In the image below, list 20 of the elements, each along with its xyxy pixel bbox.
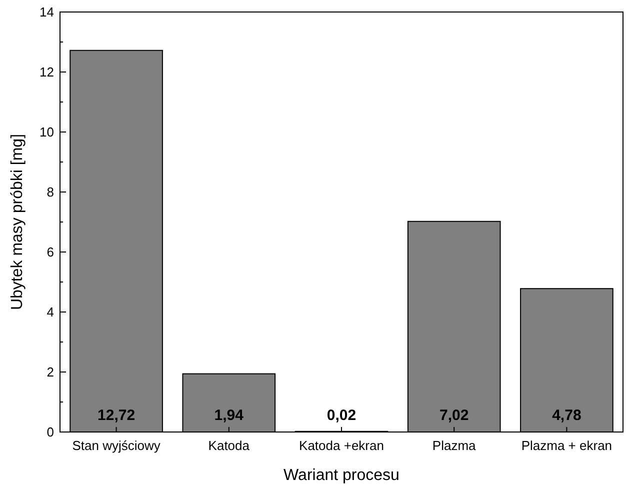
x-tick-label: Katoda (208, 438, 250, 453)
data-label: 7,02 (440, 407, 469, 424)
x-axis-title: Wariant procesu (284, 467, 400, 484)
data-label: 1,94 (214, 407, 244, 424)
y-axis-title: Ubytek masy próbki [mg] (9, 134, 26, 310)
y-tick-label: 4 (46, 304, 54, 320)
x-tick-label: Plazma + ekran (521, 438, 612, 453)
data-label: 4,78 (552, 407, 582, 424)
y-tick-label: 2 (46, 364, 54, 380)
y-tick-label: 12 (40, 64, 54, 80)
y-tick-label: 6 (46, 244, 54, 260)
y-tick-label: 0 (46, 424, 54, 440)
x-tick-label: Stan wyjściowy (72, 438, 161, 453)
y-tick-label: 8 (46, 184, 54, 200)
data-label: 12,72 (98, 407, 136, 424)
x-tick-label: Plazma (432, 438, 477, 453)
x-tick-label: Katoda +ekran (299, 438, 384, 453)
y-tick-label: 10 (40, 124, 54, 140)
y-tick-label: 14 (40, 4, 54, 20)
data-label: 0,02 (326, 407, 356, 424)
